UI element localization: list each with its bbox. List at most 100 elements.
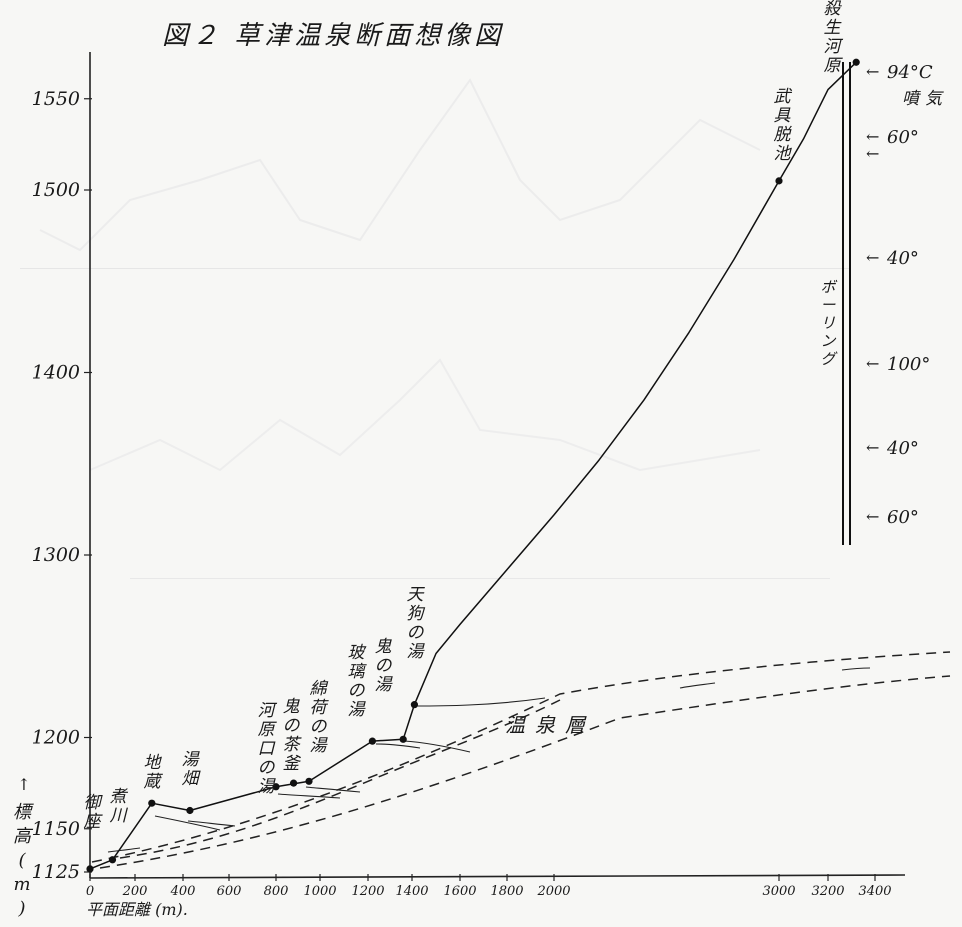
- boring-label: ボ: [820, 278, 837, 296]
- flow-arrow: [679, 682, 716, 689]
- temperature-arrow: ←: [866, 248, 879, 267]
- spring-name-label: 茶: [283, 735, 303, 755]
- x-tick-label: 600: [217, 884, 242, 899]
- temperature-reading: 40°: [886, 438, 919, 459]
- temperature-arrow: ←: [866, 127, 879, 146]
- boring-label: ー: [820, 296, 836, 314]
- spring-name-label: 狗: [407, 604, 426, 624]
- spring-point: [272, 783, 280, 791]
- spring-name-label: 湯: [182, 750, 201, 770]
- temperature-reading: 94°C: [887, 62, 933, 83]
- spring-name-label: の: [310, 717, 328, 737]
- temperature-arrow: ←: [866, 438, 879, 457]
- x-tick-label: 1400: [395, 884, 428, 899]
- spring-name-label: 湯: [258, 777, 277, 797]
- bleed-through-curve: [89, 358, 761, 472]
- spring-point: [186, 806, 194, 815]
- y-axis-label-char: ): [17, 898, 25, 919]
- spring-name-label: 玻: [348, 643, 368, 663]
- spring-point: [148, 799, 156, 807]
- y-axis-arrow: ↑: [17, 775, 30, 794]
- spring-name-label: の: [283, 716, 301, 736]
- temperature-reading: 60°: [887, 127, 919, 148]
- temperature-arrow: ←: [866, 144, 879, 163]
- spring-name-label: 釜: [283, 754, 302, 774]
- hot-spring-stratum-inner: [119, 699, 561, 859]
- x-tick-label: 200: [122, 884, 148, 899]
- spring-name-label: 綿: [310, 679, 329, 699]
- spring-name-label: 原: [258, 720, 278, 740]
- y-tick-label: 1400: [32, 362, 80, 384]
- flow-arrow: [841, 667, 871, 671]
- spring-point: [368, 737, 376, 745]
- chart-title: 図２ 草津温泉断面想像図: [162, 21, 504, 51]
- y-axis-label-char: 標: [13, 802, 34, 823]
- x-tick-label: 1600: [443, 884, 476, 899]
- hot-spring-stratum-upper: [91, 651, 951, 863]
- spring-point: [108, 856, 117, 864]
- spring-name-label: 生: [824, 18, 843, 38]
- y-tick-label: 1300: [32, 544, 80, 566]
- spring-name-label: 池: [774, 144, 793, 164]
- x-tick-label: 1200: [351, 884, 384, 899]
- flow-arrow: [187, 820, 236, 827]
- hot-spring-layer-label: 温泉層: [505, 713, 595, 737]
- bleed-through-line: [20, 268, 850, 269]
- spring-name-label: 蔵: [144, 772, 164, 792]
- spring-point: [852, 58, 860, 66]
- spring-name-label: 口: [258, 739, 277, 759]
- spring-name-label: 殺: [824, 0, 843, 19]
- y-tick-label: 1200: [32, 727, 80, 749]
- spring-name-label: 河: [258, 701, 278, 721]
- x-tick-label: 2000: [536, 884, 570, 899]
- y-axis-label-char: (: [18, 850, 26, 871]
- x-tick-label: 3000: [762, 884, 795, 899]
- spring-point: [399, 735, 407, 743]
- spring-name-label: の: [348, 681, 366, 701]
- flow-arrow: [375, 743, 421, 749]
- temperature-arrow: ←: [866, 354, 879, 373]
- spring-name-label: 具: [774, 106, 792, 126]
- spring-name-label: 湯: [375, 675, 394, 695]
- x-tick-label: 800: [264, 884, 289, 899]
- spring-name-label: 川: [110, 806, 129, 826]
- spring-name-label: の: [258, 758, 276, 778]
- y-tick-label: 1550: [32, 88, 80, 110]
- boring-label: グ: [820, 350, 838, 368]
- temperature-arrow: ←: [866, 507, 879, 526]
- y-tick-label: 1150: [32, 818, 80, 840]
- spring-name-label: 湯: [348, 700, 367, 720]
- y-axis-label-char: 高: [13, 826, 34, 847]
- spring-name-label: 湯: [407, 642, 426, 662]
- spring-name-label: 武: [774, 87, 793, 107]
- temperature-reading-note: 噴気: [902, 89, 948, 109]
- spring-name-label: 畑: [182, 769, 202, 789]
- spring-name-label: 璃: [348, 662, 368, 682]
- hot-spring-stratum-lower: [99, 675, 951, 869]
- spring-name-label: 荷: [310, 698, 330, 718]
- y-tick-label: 1125: [32, 861, 80, 883]
- temperature-reading: 40°: [886, 248, 919, 269]
- spring-name-label: 鬼: [283, 697, 301, 717]
- elevation-profile-line: [89, 61, 857, 870]
- x-tick-label: 400: [170, 884, 196, 899]
- flow-arrow: [403, 740, 471, 753]
- spring-name-label: 河: [824, 37, 844, 57]
- spring-point: [86, 865, 94, 873]
- spring-point: [775, 177, 783, 185]
- x-axis-line: [89, 874, 906, 879]
- spring-name-label: の: [407, 623, 425, 643]
- flow-arrow: [413, 697, 546, 707]
- spring-name-label: 天: [407, 585, 426, 605]
- bleed-through-curve: [39, 78, 761, 252]
- x-tick-label: 1800: [490, 884, 523, 899]
- x-tick-label: 3400: [858, 884, 891, 899]
- spring-point: [290, 779, 298, 787]
- x-tick-label: 0: [86, 884, 94, 899]
- boring-label: リ: [820, 314, 835, 332]
- spring-point: [410, 701, 418, 709]
- flow-arrow: [305, 786, 361, 793]
- spring-name-label: 煮: [110, 787, 129, 807]
